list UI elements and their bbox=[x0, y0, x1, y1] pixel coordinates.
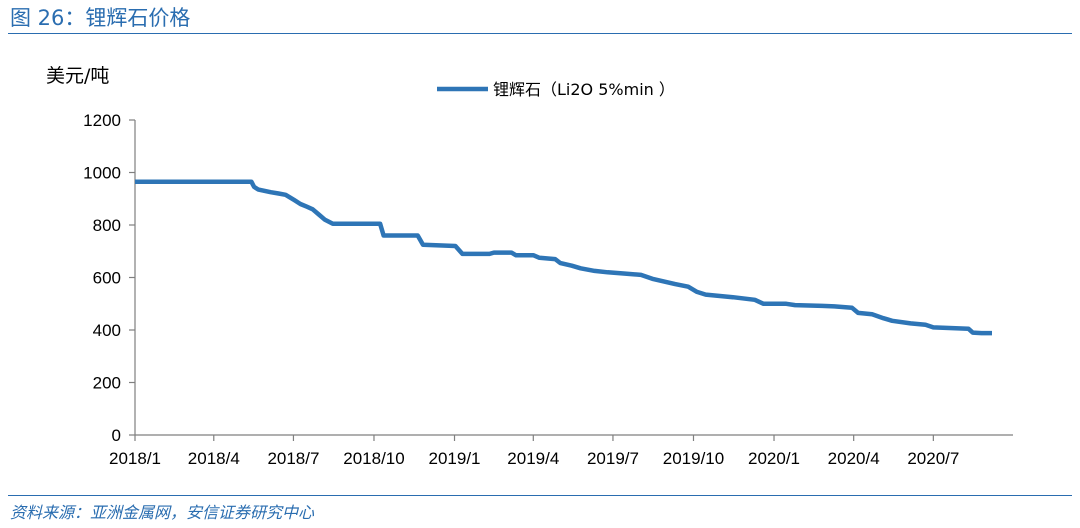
x-tick-label: 2018/10 bbox=[343, 449, 404, 468]
x-tick-label: 2018/4 bbox=[188, 449, 240, 468]
x-tick-label: 2018/1 bbox=[109, 449, 161, 468]
y-tick-label: 600 bbox=[93, 269, 121, 288]
title-rule bbox=[8, 33, 1072, 34]
x-tick-label: 2020/1 bbox=[748, 449, 800, 468]
x-axis: 2018/1 2018/4 2018/7 2018/10 2019/1 2019/4 201… bbox=[109, 434, 1013, 468]
legend: 锂辉石（Li2O 5%min ） bbox=[437, 80, 675, 99]
y-tick-label: 0 bbox=[112, 426, 121, 445]
x-tick-label: 2018/7 bbox=[267, 449, 319, 468]
legend-label: 锂辉石（Li2O 5%min ） bbox=[493, 80, 675, 99]
x-tick-label: 2019/1 bbox=[429, 449, 481, 468]
y-axis: 0 200 400 600 800 1000 1200 bbox=[83, 111, 136, 445]
figure-title: 图 26：锂辉石价格 bbox=[10, 6, 191, 30]
x-tick-label: 2019/7 bbox=[587, 449, 639, 468]
series-line-0 bbox=[135, 179, 992, 336]
figure-source: 资料来源：亚洲金属网，安信证券研究中心 bbox=[10, 503, 315, 522]
y-tick-label: 1200 bbox=[83, 111, 121, 130]
y-tick-label: 800 bbox=[93, 216, 121, 235]
x-tick-label: 2020/7 bbox=[907, 449, 959, 468]
y-tick-label: 1000 bbox=[83, 164, 121, 183]
y-axis-unit-label: 美元/吨 bbox=[46, 65, 109, 87]
y-tick-label: 400 bbox=[93, 321, 121, 340]
x-tick-label: 2020/4 bbox=[828, 449, 880, 468]
y-tick-label: 200 bbox=[93, 374, 121, 393]
source-rule bbox=[8, 495, 1072, 496]
x-tick-label: 2019/4 bbox=[507, 449, 559, 468]
series-layer bbox=[135, 179, 992, 336]
x-tick-label: 2019/10 bbox=[663, 449, 724, 468]
